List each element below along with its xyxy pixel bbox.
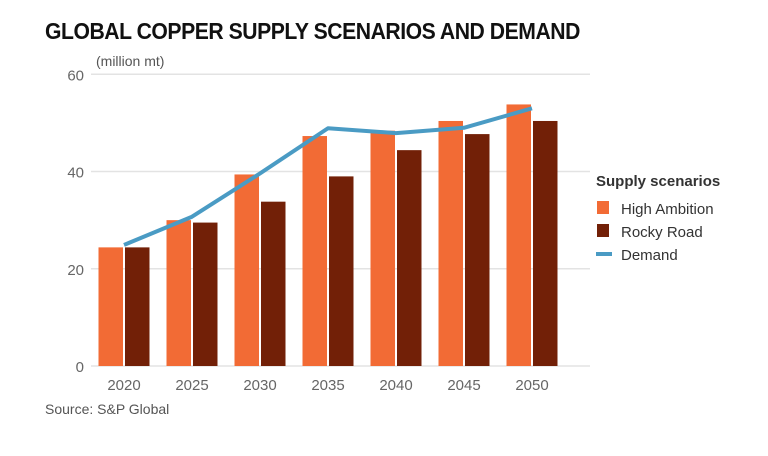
x-tick-label: 2040 bbox=[379, 377, 412, 394]
y-tick-label: 0 bbox=[76, 359, 84, 376]
x-tick-label: 2050 bbox=[515, 377, 548, 394]
bar-high-ambition bbox=[234, 174, 259, 366]
bar-high-ambition bbox=[302, 136, 327, 366]
bar-rocky-road bbox=[193, 222, 218, 366]
y-axis-label: (million mt) bbox=[96, 53, 164, 69]
bar-high-ambition bbox=[370, 130, 395, 366]
bar-rocky-road bbox=[329, 176, 354, 366]
legend-item: Demand bbox=[621, 247, 678, 264]
legend-title: Supply scenarios bbox=[596, 173, 720, 190]
legend-swatch bbox=[597, 201, 609, 214]
x-tick-label: 2030 bbox=[243, 377, 276, 394]
bar-rocky-road bbox=[125, 247, 150, 366]
x-tick-label: 2035 bbox=[311, 377, 344, 394]
legend-swatch bbox=[597, 224, 609, 237]
demand-line bbox=[123, 106, 533, 247]
bar-rocky-road bbox=[465, 134, 490, 366]
bar-high-ambition bbox=[166, 220, 191, 366]
y-tick-label: 20 bbox=[67, 262, 84, 279]
x-tick-label: 2020 bbox=[107, 377, 140, 394]
bar-rocky-road bbox=[397, 150, 422, 366]
bar-high-ambition bbox=[438, 120, 463, 366]
bar-rocky-road bbox=[261, 201, 286, 366]
chart-title: GLOBAL COPPER SUPPLY SCENARIOS AND DEMAN… bbox=[45, 18, 580, 44]
bar-high-ambition bbox=[506, 104, 531, 367]
legend-item: Rocky Road bbox=[621, 224, 703, 241]
y-tick-label: 40 bbox=[67, 165, 84, 182]
y-tick-label: 60 bbox=[67, 67, 84, 84]
bar-high-ambition bbox=[98, 247, 123, 366]
source-note: Source: S&P Global bbox=[45, 401, 169, 417]
x-tick-label: 2045 bbox=[447, 377, 480, 394]
x-tick-label: 2025 bbox=[175, 377, 208, 394]
legend-item: High Ambition bbox=[621, 201, 714, 218]
bar-rocky-road bbox=[533, 120, 558, 366]
